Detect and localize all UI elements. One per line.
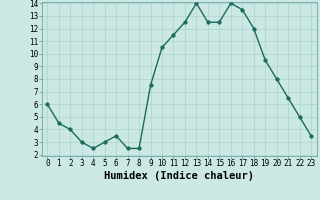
X-axis label: Humidex (Indice chaleur): Humidex (Indice chaleur) [104,171,254,181]
